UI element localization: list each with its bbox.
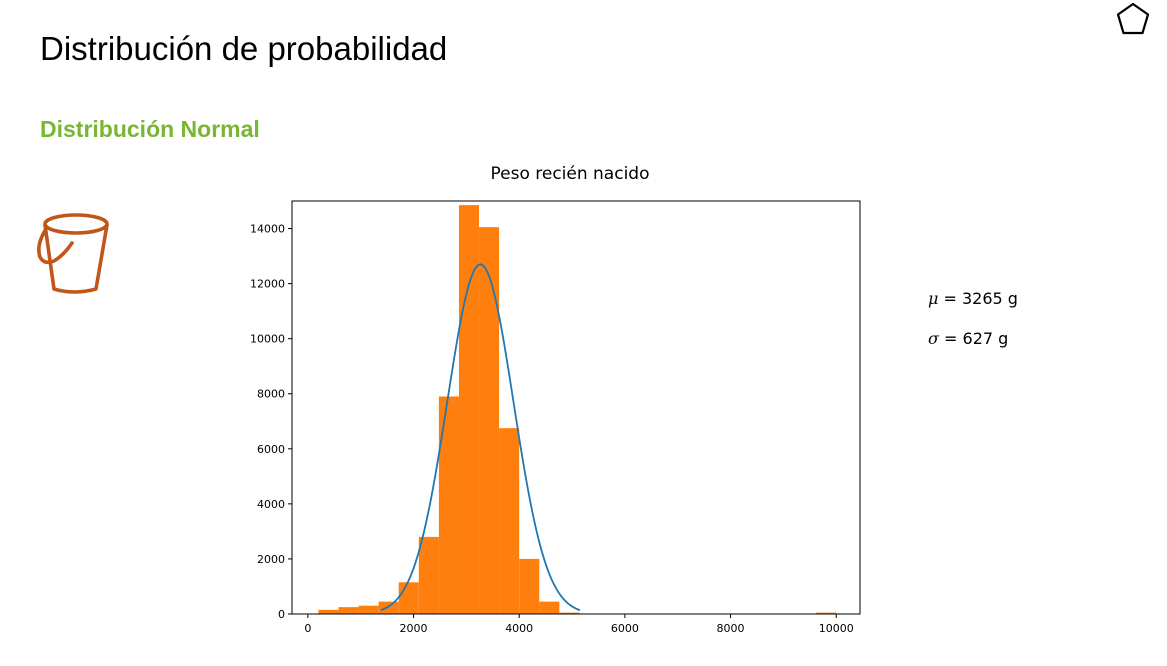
mean-stat: μ = 3265 g: [928, 285, 1018, 325]
x-tick-label: 8000: [717, 622, 745, 635]
histogram-bar: [816, 612, 837, 614]
y-tick-label: 0: [278, 608, 285, 621]
histogram-bar: [318, 609, 339, 614]
histogram-bar: [559, 612, 580, 614]
slide-subtitle: Distribución Normal: [40, 116, 260, 142]
bucket-icon: [37, 213, 109, 294]
axes-layer: 0 2000 4000 6000 8000 10000 0 2000 4000 6000 8000 1…: [250, 200, 861, 635]
x-tick-label: 6000: [611, 622, 639, 635]
histogram-bar: [438, 396, 459, 614]
stats-panel: μ = 3265 g σ = 627 g: [928, 285, 1018, 365]
curve-layer: [380, 263, 581, 612]
slide-title: Distribución de probabilidad: [40, 30, 448, 67]
histogram-chart: Peso recién nacido 0 2000 4000 6000 8000 1000…: [250, 164, 861, 635]
pentagon-icon: [1116, 2, 1150, 35]
chart-title: Peso recién nacido: [490, 164, 649, 184]
histogram-bar: [519, 558, 540, 614]
histogram-bar: [398, 582, 419, 614]
plot-frame: [291, 200, 861, 615]
mean-value: = 3265 g: [943, 289, 1018, 308]
histogram-bar: [378, 601, 399, 614]
std-stat: σ = 627 g: [928, 325, 1018, 365]
x-tick-label: 2000: [400, 622, 428, 635]
y-tick-label: 12000: [250, 278, 285, 291]
bars-layer: [318, 205, 837, 614]
x-tick-label: 10000: [819, 622, 854, 635]
histogram-bar: [418, 536, 439, 614]
x-tick-label: 0: [304, 622, 311, 635]
x-tick-label: 4000: [505, 622, 533, 635]
histogram-bar: [499, 428, 520, 614]
y-tick-label: 4000: [257, 498, 285, 511]
histogram-bar: [338, 607, 359, 614]
normal-curve-line: [380, 263, 581, 612]
y-tick-label: 8000: [257, 388, 285, 401]
histogram-bar: [539, 601, 560, 614]
histogram-bar: [479, 227, 500, 614]
y-tick-label: 6000: [257, 443, 285, 456]
y-tick-label: 14000: [250, 223, 285, 236]
y-tick-label: 2000: [257, 553, 285, 566]
histogram-bar: [358, 605, 379, 614]
mu-symbol: μ: [928, 289, 939, 308]
std-value: = 627 g: [944, 329, 1009, 348]
sigma-symbol: σ: [928, 329, 939, 348]
y-tick-label: 10000: [250, 333, 285, 346]
